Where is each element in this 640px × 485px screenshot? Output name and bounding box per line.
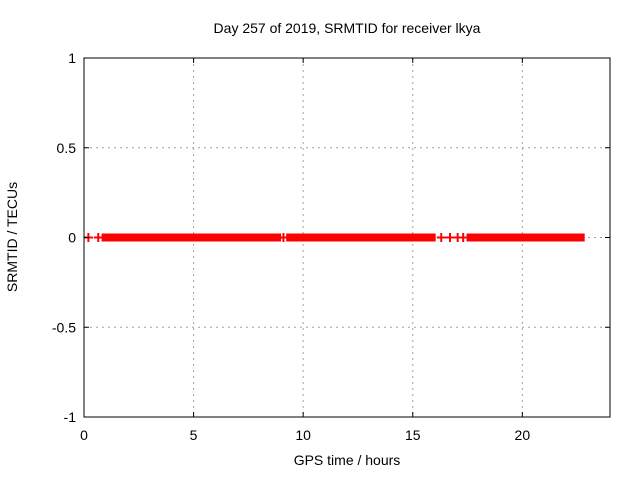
y-axis-label: SRMTID / TECUs bbox=[4, 182, 20, 292]
x-axis-label: GPS time / hours bbox=[294, 452, 401, 468]
x-tick-label: 15 bbox=[405, 427, 421, 443]
data-run bbox=[286, 233, 436, 242]
plot-border bbox=[83, 57, 611, 418]
data-run bbox=[101, 233, 107, 242]
x-tick-label: 5 bbox=[190, 427, 198, 443]
data-series-layer bbox=[83, 233, 585, 242]
x-tick-label: 0 bbox=[80, 427, 88, 443]
y-tick-label: -1 bbox=[64, 409, 77, 425]
data-run bbox=[111, 233, 282, 242]
y-tick-label: -0.5 bbox=[52, 319, 76, 335]
x-tick-label: 10 bbox=[295, 427, 311, 443]
y-tick-label: 0.5 bbox=[57, 140, 77, 156]
axis-layer: 0 5 10 15 20 1 0.5 0 -0.5 -1 bbox=[52, 50, 610, 443]
data-run bbox=[466, 233, 585, 242]
x-tick-label: 20 bbox=[515, 427, 531, 443]
y-tick-label: 0 bbox=[68, 230, 76, 246]
y-tick-label: 1 bbox=[68, 50, 76, 66]
data-run bbox=[106, 233, 112, 242]
chart-title: Day 257 of 2019, SRMTID for receiver lky… bbox=[214, 20, 481, 36]
